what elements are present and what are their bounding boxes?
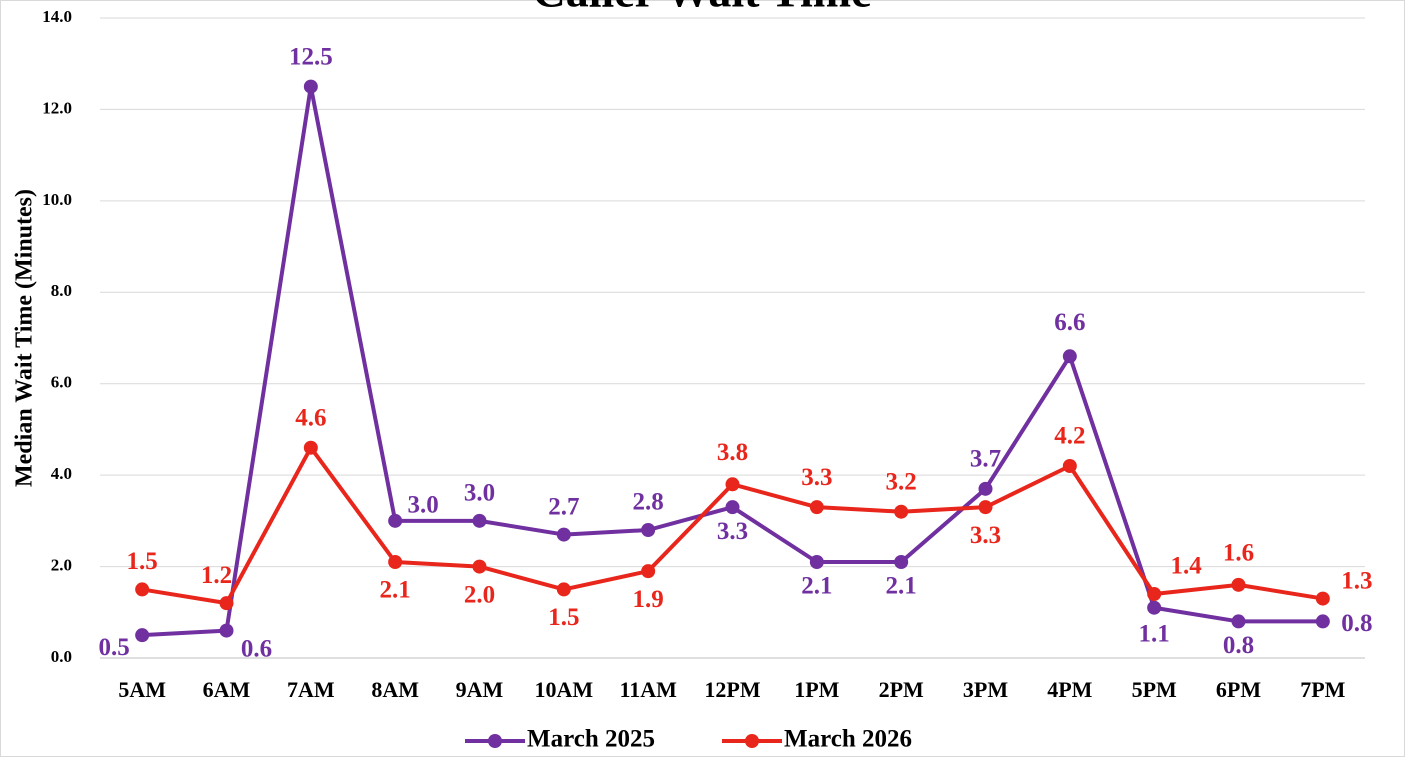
y-tick-label: 14.0 xyxy=(42,7,72,26)
x-tick-label: 3PM xyxy=(963,677,1008,702)
data-point xyxy=(978,481,993,496)
y-tick-label: 0.0 xyxy=(51,647,72,666)
data-point xyxy=(303,440,318,455)
data-point xyxy=(219,596,234,611)
data-label: 12.5 xyxy=(289,43,333,70)
x-tick-label: 2PM xyxy=(879,677,924,702)
legend-label: March 2026 xyxy=(784,726,912,753)
data-point xyxy=(809,555,824,569)
data-label: 0.8 xyxy=(1223,632,1254,659)
x-tick-label: 1PM xyxy=(794,677,839,702)
x-tick-label: 5PM xyxy=(1132,677,1177,702)
x-tick-label: 7PM xyxy=(1300,677,1345,702)
data-point xyxy=(556,527,571,542)
data-point xyxy=(1147,587,1162,601)
data-label: 6.6 xyxy=(1054,309,1085,336)
data-label: 3.7 xyxy=(970,446,1001,473)
data-label: 1.2 xyxy=(201,562,232,589)
y-tick-label: 8.0 xyxy=(51,281,72,300)
y-tick-label: 4.0 xyxy=(51,464,72,483)
data-label: 3.0 xyxy=(408,492,439,519)
y-tick-label: 6.0 xyxy=(51,373,72,392)
data-label: 4.6 xyxy=(295,404,326,431)
x-tick-label: 6PM xyxy=(1216,677,1261,702)
data-label: 3.2 xyxy=(886,468,917,495)
legend-marker xyxy=(745,734,759,748)
data-point xyxy=(725,477,740,492)
data-point xyxy=(809,500,824,515)
legend-label: March 2025 xyxy=(527,726,655,753)
data-point xyxy=(388,555,403,569)
data-label: 1.5 xyxy=(548,604,579,631)
data-label: 0.8 xyxy=(1341,610,1372,637)
data-label: 3.3 xyxy=(801,464,832,491)
data-point xyxy=(556,582,571,597)
data-label: 4.2 xyxy=(1054,423,1085,450)
data-point xyxy=(1147,600,1162,615)
data-point xyxy=(725,500,740,515)
data-label: 0.5 xyxy=(99,634,130,661)
data-label: 2.1 xyxy=(380,577,411,604)
x-tick-label: 11AM xyxy=(619,677,677,702)
data-point xyxy=(641,564,656,579)
y-tick-label: 2.0 xyxy=(51,555,72,574)
data-label: 2.1 xyxy=(801,573,832,600)
x-tick-label: 6AM xyxy=(203,677,251,702)
data-point xyxy=(472,513,487,528)
legend-marker xyxy=(488,734,502,748)
data-label: 2.8 xyxy=(633,489,664,516)
x-tick-label: 8AM xyxy=(371,677,419,702)
data-point xyxy=(1231,577,1246,592)
data-point xyxy=(894,504,909,519)
x-tick-label: 9AM xyxy=(456,677,504,702)
data-point xyxy=(1231,614,1246,629)
x-tick-label: 10AM xyxy=(535,677,594,702)
data-label: 1.5 xyxy=(127,548,158,575)
data-point xyxy=(1062,349,1077,364)
data-point xyxy=(388,513,403,528)
y-tick-label: 10.0 xyxy=(42,190,72,209)
data-point xyxy=(135,628,150,643)
data-point xyxy=(978,500,993,515)
x-tick-label: 4PM xyxy=(1047,677,1092,702)
data-point xyxy=(1062,459,1077,473)
data-point xyxy=(641,523,656,537)
data-label: 3.0 xyxy=(464,480,495,507)
y-axis-label: Median Wait Time (Minutes) xyxy=(12,189,38,487)
x-tick-label: 12PM xyxy=(704,677,760,702)
data-label: 2.1 xyxy=(886,573,917,600)
x-tick-label: 5AM xyxy=(118,677,166,702)
y-tick-label: 12.0 xyxy=(42,98,72,117)
data-label: 3.3 xyxy=(970,522,1001,549)
data-point xyxy=(894,555,909,569)
data-point xyxy=(472,559,487,574)
data-label: 2.0 xyxy=(464,581,495,608)
data-point xyxy=(1315,614,1330,629)
data-label: 3.3 xyxy=(717,518,748,545)
data-label: 1.1 xyxy=(1139,620,1170,647)
data-point xyxy=(219,623,234,638)
data-label: 1.4 xyxy=(1171,553,1203,580)
data-label: 1.9 xyxy=(633,586,664,613)
chart-title: Caller Wait Time xyxy=(532,0,871,17)
data-point xyxy=(135,582,150,597)
data-label: 0.6 xyxy=(241,635,272,662)
data-point xyxy=(303,79,318,94)
x-tick-label: 7AM xyxy=(287,677,335,702)
data-label: 1.6 xyxy=(1223,540,1254,567)
data-label: 2.7 xyxy=(548,493,579,520)
data-point xyxy=(1315,591,1330,606)
data-label: 1.3 xyxy=(1341,567,1372,594)
data-label: 3.8 xyxy=(717,439,748,466)
